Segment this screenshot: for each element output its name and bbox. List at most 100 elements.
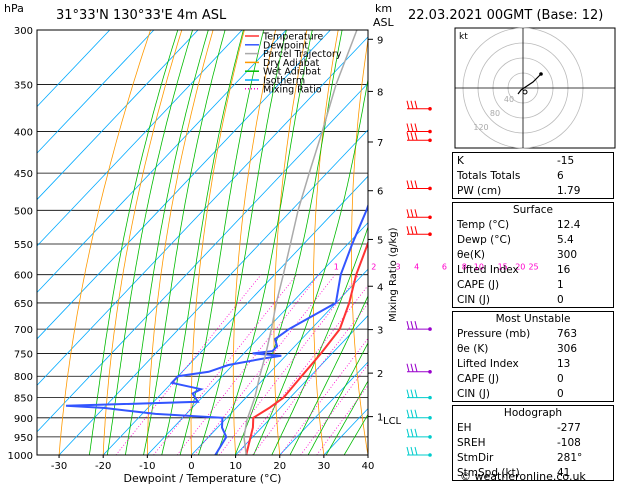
legend-label: Isotherm	[263, 76, 305, 87]
surface-stat-row: CAPE (J) 1	[453, 277, 613, 292]
legend-label: Temperature	[262, 32, 323, 43]
mu-stat-value: 13	[557, 358, 571, 370]
hodo-stat-row: StmDir 281°	[453, 450, 613, 465]
wet-adiabat-line	[106, 30, 194, 455]
hodograph-ring-label: 80	[490, 109, 500, 118]
wind-barb-flag	[414, 389, 418, 398]
hodo-stat-label: StmSpd (kt)	[457, 467, 520, 479]
surface-stat-label: Temp (°C)	[457, 219, 510, 231]
wet-adiabat-line	[197, 30, 287, 455]
most-unstable-box: Most Unstable Pressure (mb) 763 θe (K) 306 L…	[452, 311, 614, 402]
wind-barb-flag	[406, 209, 410, 218]
datetime-title: 22.03.2021 00GMT (Base: 12)	[408, 8, 604, 23]
mixing-ratio-line	[218, 274, 360, 455]
wind-barb-flag	[414, 180, 418, 189]
wind-barb-flag	[406, 428, 410, 438]
wind-barb-flag	[414, 320, 418, 330]
mixing-ratio-label: 10	[474, 263, 484, 272]
mixing-ratio-label: 2	[371, 263, 376, 272]
wind-barb-flag	[406, 123, 410, 132]
mixing-ratio-label: 1	[334, 263, 339, 272]
mixing-ratio-line	[252, 302, 368, 455]
isotherm-line	[146, 222, 368, 455]
pressure-tick-label: 450	[14, 169, 33, 180]
hodograph-ring-label: 120	[473, 123, 488, 132]
wind-barb-flag	[414, 226, 418, 235]
wind-barb-flag	[410, 446, 414, 456]
isotherm-line	[37, 30, 199, 201]
surface-stat-value: 1	[557, 279, 564, 291]
wind-barb-dot	[428, 395, 432, 400]
legend-label: Parcel Trajectory	[263, 49, 342, 60]
surface-stat-row: θe(K) 300	[453, 247, 613, 262]
wind-barb-flag	[410, 180, 414, 189]
dry-adiabat-line	[619, 6, 629, 473]
stats-panel: K -15 Totals Totals 6 PW (cm) 1.79 Surface Te…	[452, 152, 614, 484]
mu-stat-row: Lifted Index 13	[453, 356, 613, 371]
surface-stat-row: Temp (°C) 12.4	[453, 217, 613, 232]
mixing-ratio-line	[193, 274, 336, 455]
wind-barb-flag	[410, 428, 414, 438]
mu-stat-value: 0	[557, 373, 564, 385]
mixing-ratio-label: 3	[396, 263, 401, 272]
mu-stat-row: CIN (J) 0	[453, 386, 613, 401]
mu-stat-row: θe (K) 306	[453, 341, 613, 356]
hodograph-ring-label: 40	[504, 95, 514, 104]
wind-barb-flag	[410, 123, 414, 132]
surface-stat-label: Lifted Index	[457, 264, 519, 276]
wind-barb-dot	[428, 369, 432, 374]
pressure-tick-label: 550	[14, 240, 33, 251]
credit-text: © weatheronline.co.uk	[460, 470, 586, 483]
surface-stat-value: 5.4	[557, 234, 574, 246]
km-tick-label: 7	[377, 138, 383, 149]
temp-tick-label: 30	[317, 461, 330, 472]
km-tick-label: 3	[377, 326, 383, 337]
mu-stat-row: Pressure (mb) 763	[453, 326, 613, 341]
wind-barb-flag	[406, 320, 410, 330]
legend-label: Wet Adiabat	[263, 67, 321, 78]
mu-stat-label: CIN (J)	[457, 388, 490, 400]
legend-label: Dewpoint	[263, 40, 308, 51]
hodograph-stats-box: Hodograph EH -277 SREH -108 StmDir 281° StmSpd…	[452, 405, 614, 481]
wind-barb-flag	[414, 363, 418, 372]
surface-title: Surface	[512, 204, 553, 216]
wind-barb-flag	[410, 132, 414, 141]
hodo-stat-value: 281°	[557, 452, 583, 464]
isotherm-line	[190, 268, 368, 455]
mixing-ratio-label: 25	[528, 263, 538, 272]
mu-stat-value: 0	[557, 388, 564, 400]
mu-stat-value: 763	[557, 328, 578, 340]
wind-barb-dot	[428, 106, 432, 111]
basic-indices-box: K -15 Totals Totals 6 PW (cm) 1.79	[452, 152, 614, 199]
wet-adiabat-line	[325, 380, 368, 455]
basic-index-label: Totals Totals	[457, 170, 521, 182]
mixing-ratio-label: 4	[414, 263, 419, 272]
pressure-tick-label: 300	[14, 26, 33, 37]
hodo-stat-value: -277	[557, 422, 581, 434]
mixing-ratio-axis-label: Mixing Ratio (g/kg)	[388, 227, 399, 322]
pressure-tick-label: 700	[14, 325, 33, 336]
isotherm-line	[37, 30, 243, 247]
temperature-line	[245, 240, 368, 455]
temp-tick-label: -30	[51, 461, 67, 472]
temp-tick-label: 0	[188, 461, 194, 472]
wind-barb-dot	[428, 186, 432, 191]
wet-adiabat-line	[343, 413, 368, 455]
basic-index-label: PW (cm)	[457, 185, 502, 197]
km-tick-label: 2	[377, 369, 383, 380]
unit-km: km	[375, 2, 393, 15]
wet-adiabat-line	[161, 30, 244, 455]
pressure-tick-label: 350	[14, 80, 33, 91]
dry-adiabat-line	[351, 37, 368, 455]
most-unstable-title: Most Unstable	[495, 313, 571, 325]
surface-stat-label: Dewp (°C)	[457, 234, 511, 246]
isotherm-line	[37, 30, 155, 154]
wind-barb-flag	[410, 226, 414, 235]
wind-barb-dot	[428, 453, 432, 457]
mixing-ratio-line	[279, 337, 368, 455]
wind-barb-flag	[410, 409, 414, 418]
wet-adiabat-line	[88, 30, 179, 455]
surface-stat-row: Dewp (°C) 5.4	[453, 232, 613, 247]
surface-stat-row: CIN (J) 0	[453, 292, 613, 307]
